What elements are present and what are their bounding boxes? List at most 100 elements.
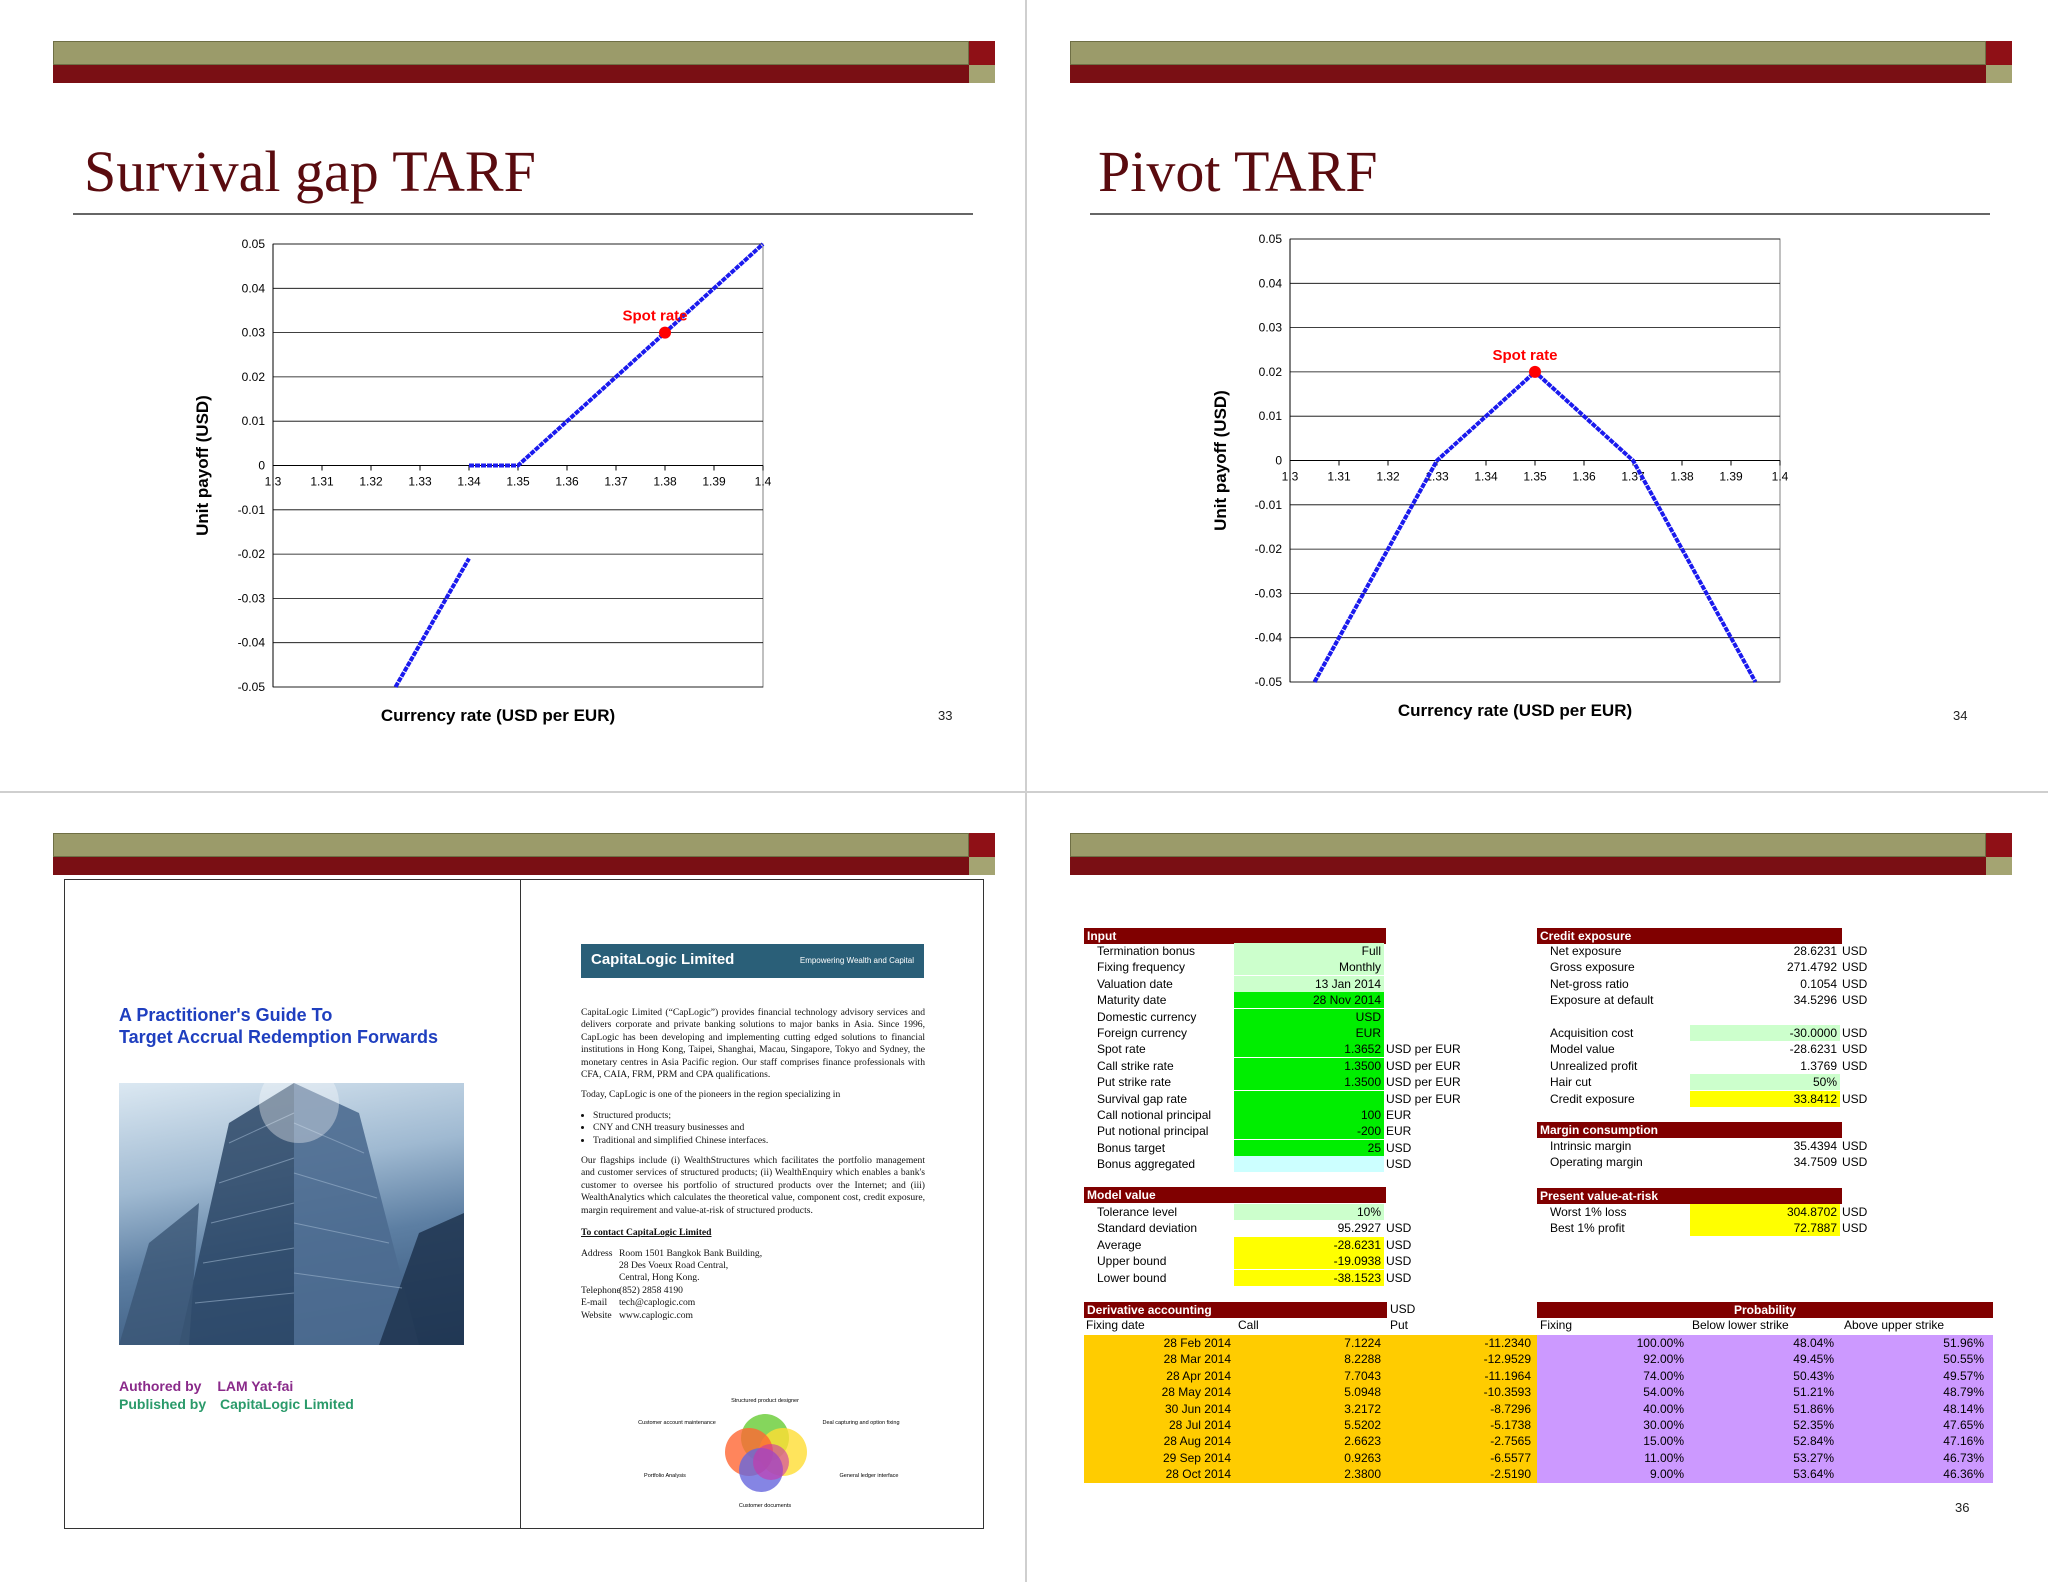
contact-details: Address Room 1501 Bangkok Bank Building, 2… bbox=[581, 1248, 925, 1322]
row-label: Valuation date bbox=[1097, 976, 1173, 991]
venn-label-bottom-right: General ledger interface bbox=[839, 1473, 898, 1479]
table-cell: 0.9263 bbox=[1344, 1450, 1381, 1465]
table-cell: 28 Mar 2014 bbox=[1163, 1352, 1231, 1367]
row-label: Survival gap rate bbox=[1097, 1091, 1188, 1106]
row-value: -28.6231 bbox=[1789, 1042, 1837, 1057]
row-value: 1.3500 bbox=[1234, 1074, 1384, 1091]
row-label: Intrinsic margin bbox=[1550, 1139, 1632, 1153]
table-cell: -6.5577 bbox=[1490, 1450, 1531, 1465]
published-by: Published by CapitaLogic Limited bbox=[119, 1396, 354, 1412]
table-cell: 53.64% bbox=[1793, 1467, 1834, 1482]
row-label: Put strike rate bbox=[1097, 1075, 1172, 1090]
table-cell: 48.14% bbox=[1943, 1401, 1984, 1416]
table-cell: 46.36% bbox=[1943, 1467, 1984, 1482]
row-unit: USD bbox=[1386, 1140, 1412, 1155]
table-cell: 11.00% bbox=[1644, 1450, 1684, 1465]
y-tick-label: 0.02 bbox=[1259, 365, 1283, 379]
spot-rate-point bbox=[659, 326, 671, 339]
row-unit: USD bbox=[1842, 993, 1868, 1008]
x-tick-label: 1.34 bbox=[1474, 470, 1498, 484]
row-value: 13 Jan 2014 bbox=[1234, 975, 1384, 992]
contact-value: Central, Hong Kong. bbox=[619, 1272, 700, 1284]
table-cell: 52.35% bbox=[1793, 1418, 1834, 1432]
row-label: Model value bbox=[1550, 1042, 1615, 1057]
row-unit: USD per EUR bbox=[1386, 1058, 1461, 1073]
credit-exposure-header: Credit exposure bbox=[1537, 928, 1842, 944]
table-cell: -8.7296 bbox=[1490, 1401, 1531, 1416]
venn-label-right: Deal capturing and option fixing bbox=[822, 1420, 899, 1426]
x-axis-title: Currency rate (USD per EUR) bbox=[381, 706, 615, 725]
derivative-unit: USD bbox=[1390, 1302, 1416, 1316]
contact-row: E-mail tech@caplogic.com bbox=[581, 1297, 925, 1309]
row-value: 10% bbox=[1234, 1204, 1384, 1220]
y-tick-label: 0.05 bbox=[242, 237, 266, 251]
spot-rate-point bbox=[1529, 365, 1541, 378]
logo-name: CapitaLogic Limited bbox=[591, 951, 735, 968]
logo-tagline: Empowering Wealth and Capital bbox=[799, 956, 914, 965]
x-tick-label: 1.34 bbox=[457, 475, 481, 489]
payoff-chart-pivot: 0.05 0.04 0.03 0.02 0.01 0 -0.01 -0.02 -0.03 -0.0… bbox=[1211, 232, 1789, 720]
row-unit: USD per EUR bbox=[1386, 1042, 1461, 1057]
row-label: Foreign currency bbox=[1097, 1026, 1188, 1040]
table-cell: 100.00% bbox=[1636, 1336, 1684, 1350]
y-tick-label: -0.02 bbox=[238, 547, 266, 561]
row-label: Average bbox=[1097, 1237, 1142, 1252]
table-cell: -2.5190 bbox=[1490, 1467, 1531, 1482]
table-cell: 30.00% bbox=[1643, 1418, 1684, 1432]
row-value: -38.1523 bbox=[1234, 1269, 1384, 1286]
venn-label-bottom-left: Portfolio Analysis bbox=[644, 1473, 686, 1479]
title-rule bbox=[1090, 213, 1990, 215]
y-axis-title: Unit payoff (USD) bbox=[193, 395, 212, 536]
x-tick-label: 1.39 bbox=[1719, 470, 1743, 484]
y-tick-label: -0.03 bbox=[238, 591, 266, 605]
title-bar bbox=[1070, 833, 2012, 875]
contact-row: Central, Hong Kong. bbox=[581, 1272, 925, 1284]
row-label: Net-gross ratio bbox=[1550, 976, 1629, 991]
x-tick-label: 1.35 bbox=[1523, 470, 1547, 484]
page-number: 34 bbox=[1953, 708, 1968, 723]
row-unit: USD bbox=[1386, 1237, 1412, 1252]
row-label: Worst 1% loss bbox=[1550, 1205, 1627, 1219]
x-tick-label: 1.37 bbox=[604, 475, 628, 489]
row-value: 1.3652 bbox=[1234, 1041, 1384, 1058]
row-label: Put notional principal bbox=[1097, 1124, 1209, 1139]
slide-title: Pivot TARF bbox=[1098, 139, 1378, 204]
table-cell: 49.57% bbox=[1943, 1368, 1984, 1383]
table-cell: -11.1964 bbox=[1484, 1368, 1531, 1383]
table-cell: 28 Apr 2014 bbox=[1166, 1368, 1231, 1383]
present-value-at-risk-header: Present value-at-risk bbox=[1537, 1188, 1842, 1204]
probability-header: Probability bbox=[1537, 1302, 1993, 1318]
table-cell: 29 Sep 2014 bbox=[1162, 1450, 1231, 1465]
table-cell: 50.43% bbox=[1793, 1368, 1834, 1383]
table-cell: 47.16% bbox=[1943, 1434, 1984, 1449]
row-value bbox=[1234, 1156, 1384, 1173]
table-cell: 92.00% bbox=[1643, 1352, 1684, 1367]
y-tick-label: 0.04 bbox=[1259, 276, 1283, 290]
row-value: 34.7509 bbox=[1793, 1155, 1837, 1170]
contact-row: Website www.caplogic.com bbox=[581, 1310, 925, 1322]
table-cell: 54.00% bbox=[1643, 1385, 1684, 1400]
table-column-header: Fixing date bbox=[1086, 1318, 1145, 1332]
venn-diagram: Structured product designer Customer acc… bbox=[638, 1398, 899, 1509]
row-unit: USD per EUR bbox=[1386, 1091, 1461, 1106]
table-cell: -2.7565 bbox=[1490, 1434, 1531, 1449]
y-tick-label: -0.01 bbox=[1255, 498, 1283, 512]
table-cell: -11.2340 bbox=[1484, 1336, 1531, 1350]
table-cell: 28 Feb 2014 bbox=[1163, 1336, 1231, 1350]
x-tick-label: 1.33 bbox=[408, 475, 432, 489]
table-cell: 28 Oct 2014 bbox=[1165, 1467, 1231, 1482]
spot-rate-label: Spot rate bbox=[622, 308, 687, 325]
derivative-accounting-header: Derivative accounting bbox=[1084, 1302, 1387, 1318]
table-cell: -12.9529 bbox=[1483, 1352, 1531, 1367]
row-value: 1.3500 bbox=[1234, 1057, 1384, 1074]
contact-key: Telephone bbox=[581, 1284, 621, 1296]
book-cover-spread: A Practitioner's Guide To Target Accrual… bbox=[64, 879, 984, 1529]
slide-title: Survival gap TARF bbox=[84, 139, 536, 204]
table-cell: 74.00% bbox=[1643, 1368, 1684, 1383]
row-label: Unrealized profit bbox=[1550, 1058, 1638, 1073]
row-value bbox=[1234, 1090, 1384, 1107]
row-unit: USD bbox=[1842, 1205, 1868, 1219]
payoff-line bbox=[393, 557, 471, 688]
skyscraper-photo bbox=[119, 1083, 464, 1345]
